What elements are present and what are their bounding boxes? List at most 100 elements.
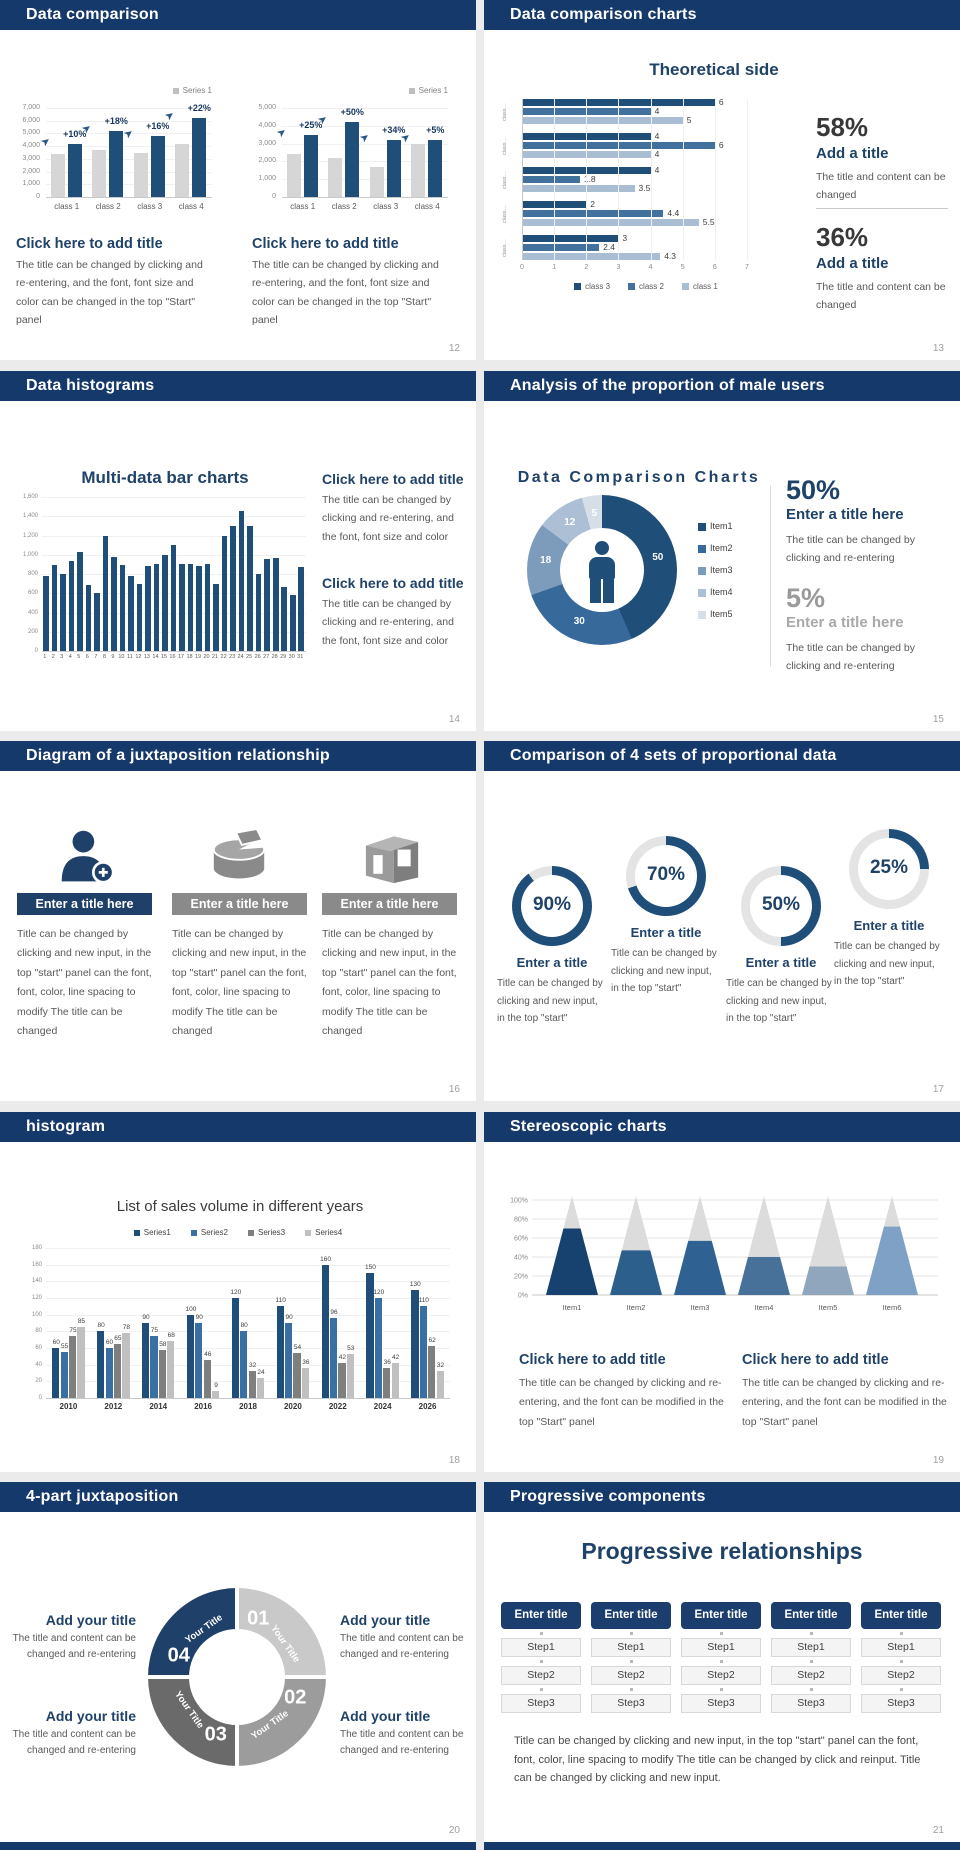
x-tick: 7 — [745, 264, 749, 271]
y-tick: 200 — [27, 628, 38, 635]
bar — [102, 535, 109, 651]
x-category: class 3 — [137, 202, 163, 211]
bar-annotation: +22% — [187, 103, 211, 114]
bar-annotation: +18% — [104, 115, 128, 126]
bar-value: 60 — [52, 1339, 60, 1346]
step-cell: Step3 — [591, 1694, 671, 1713]
column-chart-left: Series 1 7,000 6,000 5,000 4,000 3,000 2,000 1,… — [12, 78, 218, 218]
segment-number: 01 — [247, 1607, 270, 1630]
x-category: 25 — [246, 654, 253, 660]
bar-value: 90 — [142, 1314, 150, 1321]
text-heading: Add your title — [45, 1612, 136, 1628]
ring-percent: 25% — [869, 857, 909, 879]
x-category: 16 — [169, 654, 176, 660]
y-tick: 0% — [518, 1293, 528, 1300]
bar — [436, 1371, 444, 1398]
bar-value: 2.4 — [603, 242, 615, 252]
page-number: 20 — [448, 1825, 460, 1836]
enter-title-button[interactable]: Enter title — [861, 1602, 941, 1629]
bar — [301, 1368, 310, 1398]
y-tick: 5,000 — [258, 104, 276, 111]
y-tick: 3,000 — [258, 139, 276, 147]
text-heading: Add your title — [340, 1708, 431, 1724]
progress-ring-50: 50% — [741, 866, 821, 946]
slide-data-histograms[interactable]: Data histograms Multi-data bar charts 1,… — [0, 371, 476, 731]
enter-title-button[interactable]: Enter title — [771, 1602, 851, 1629]
slide-4-part-juxtaposition[interactable]: 4-part juxtaposition 01 Your Title 02 Your … — [0, 1482, 476, 1842]
step-cell: Step1 — [861, 1638, 941, 1657]
enter-title-button[interactable]: Enter title — [681, 1602, 761, 1629]
text-block-top-left: Add your title The title and content can… — [8, 1612, 136, 1662]
step-cell: Step2 — [681, 1666, 761, 1685]
x-category: class 1 — [290, 202, 316, 211]
y-tick: 20% — [514, 1274, 528, 1281]
gridline — [46, 1281, 450, 1283]
bar — [60, 574, 66, 651]
slide-proportional-data[interactable]: Comparison of 4 sets of proportional dat… — [484, 741, 960, 1101]
y-tick: 20 — [35, 1378, 42, 1385]
x-category: 2024 — [373, 1402, 392, 1411]
bar-value: 54 — [293, 1344, 302, 1351]
bar-value: 4 — [654, 165, 660, 175]
slice-label: 50 — [652, 552, 664, 564]
bar-annotation: +5% — [426, 125, 445, 136]
slide-male-users-proportion[interactable]: Analysis of the proportion of male users… — [484, 371, 960, 731]
slide-data-comparison[interactable]: Data comparison Series 1 7,000 6,000 5,000 4… — [0, 0, 476, 360]
bar — [153, 564, 160, 651]
enter-title-button[interactable]: Enter title — [501, 1602, 581, 1629]
text-body: The title can be changed by clicking and… — [519, 1377, 724, 1428]
ring-body: Title can be changed by clicking and new… — [611, 948, 717, 994]
bar — [212, 1390, 220, 1398]
slide-data-comparison-charts[interactable]: Data comparison charts Theoretical side … — [484, 0, 960, 360]
bar-value: 4 — [654, 106, 660, 116]
stat-percent: 58% — [816, 112, 869, 142]
x-category: 3 — [60, 654, 64, 660]
enter-title-button[interactable]: Enter title — [591, 1602, 671, 1629]
y-tick: 1,000 — [258, 175, 276, 183]
bar-value: 2 — [590, 199, 596, 209]
bar — [419, 1306, 427, 1398]
step-column: Enter title Step1 Step2 Step3 — [771, 1602, 851, 1713]
y-group-label: class… — [502, 170, 509, 190]
bar-annotation: +34% — [382, 125, 406, 136]
text-body: The title can be changed by clicking and… — [742, 1377, 947, 1428]
x-category: 13 — [143, 654, 150, 660]
y-tick: 600 — [27, 590, 38, 597]
slide-progressive-components[interactable]: Progressive components Progressive relat… — [484, 1482, 960, 1842]
cone-fill — [866, 1226, 918, 1295]
y-tick: 2,000 — [258, 157, 276, 165]
histogram-chart: 1,600 1,400 1,200 1,000 800 600 400 200 0 1 2 3 4 5 6 7… — [10, 493, 312, 665]
text-heading: Click here to add title — [322, 575, 464, 591]
chart-legend: Series 1 — [172, 86, 212, 95]
bar-value: 46 — [204, 1350, 212, 1358]
connector-dot — [809, 1660, 813, 1663]
x-category: 23 — [229, 654, 236, 660]
bar-navy — [150, 135, 165, 197]
bar — [43, 575, 49, 651]
x-category: 17 — [177, 654, 185, 660]
bar — [167, 1341, 175, 1398]
gridline — [42, 651, 306, 652]
y-group-label: class… — [502, 136, 509, 156]
stat-percent: 36% — [816, 222, 869, 252]
step-cell: Step1 — [501, 1638, 581, 1657]
column-body: Title can be changed by clicking and new… — [322, 928, 457, 1038]
bar — [77, 1327, 85, 1398]
segment-number: 02 — [284, 1686, 307, 1709]
bar — [195, 1323, 203, 1398]
bar-value: 75 — [150, 1326, 159, 1334]
bar-value: 36 — [383, 1359, 391, 1366]
bar — [238, 511, 245, 651]
y-tick: 120 — [31, 1295, 42, 1301]
slide-histogram[interactable]: histogram List of sales volume in differ… — [0, 1112, 476, 1472]
gridline — [282, 161, 448, 163]
column-body: Title can be changed by clicking and new… — [17, 928, 152, 1038]
slide-juxtaposition-diagram[interactable]: Diagram of a juxtaposition relationship … — [0, 741, 476, 1101]
slide-stereoscopic-charts[interactable]: Stereoscopic charts 100% 80% 60% 40% 20% 0% It… — [484, 1112, 960, 1472]
gridline — [46, 1331, 450, 1333]
y-tick: 0 — [272, 193, 276, 200]
stat-heading: Enter a title here — [786, 614, 904, 631]
y-tick: 140 — [31, 1278, 42, 1285]
step-column: Enter title Step1 Step2 Step3 — [501, 1602, 581, 1713]
text-heading: Add your title — [45, 1708, 136, 1724]
